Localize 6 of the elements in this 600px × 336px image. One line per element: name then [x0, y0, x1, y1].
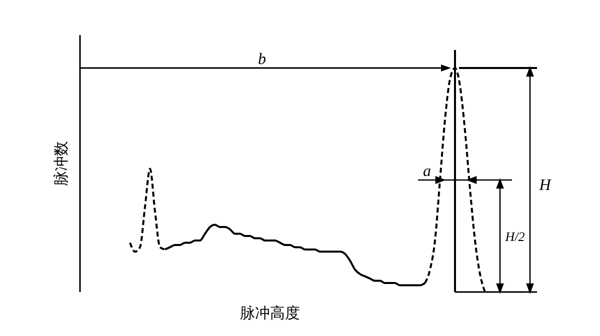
y-axis-title: 脉冲数 — [52, 141, 70, 186]
text: H — [538, 177, 552, 194]
annotation: a — [423, 163, 431, 180]
x-axis-title: 脉冲高度 — [240, 304, 300, 322]
text: H/2 — [504, 229, 526, 244]
annotation: b — [258, 51, 266, 68]
